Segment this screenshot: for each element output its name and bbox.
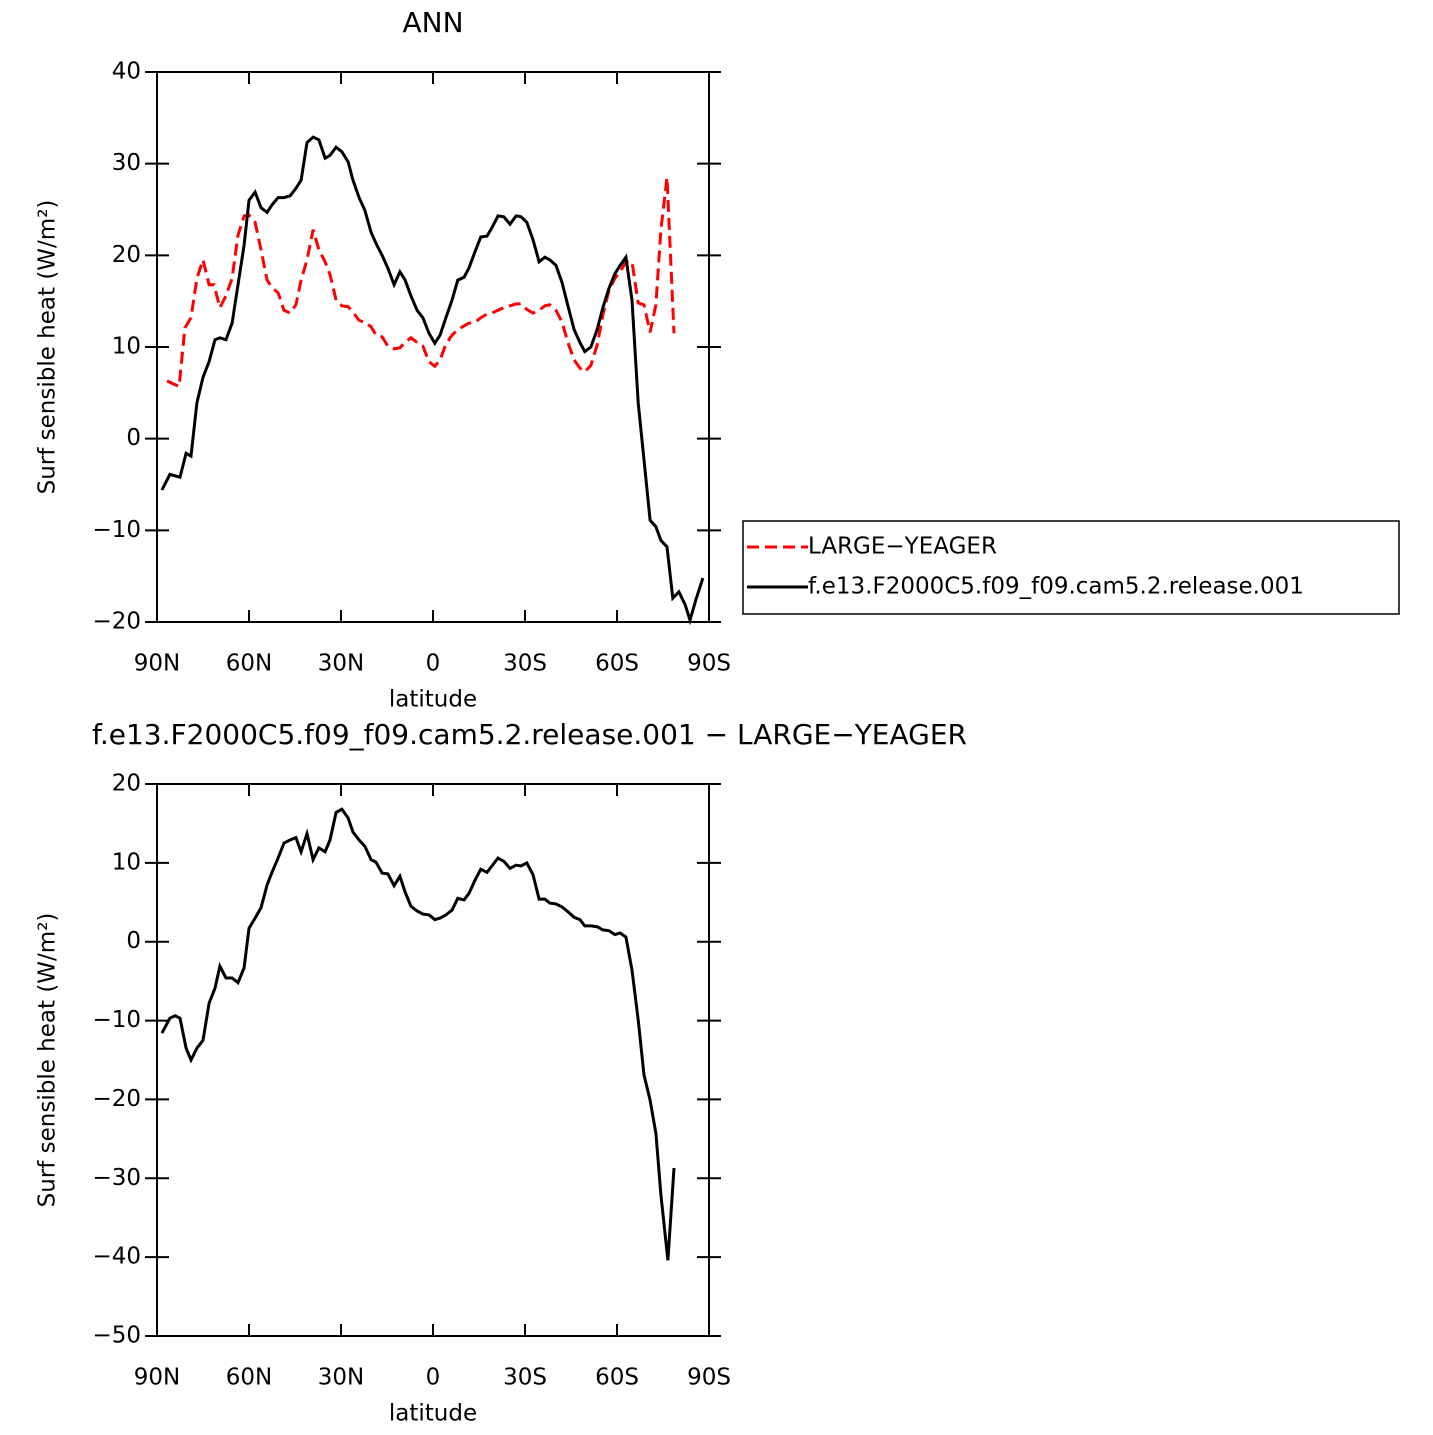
x-tick-label: 60N <box>226 651 272 677</box>
y-tick-label: 10 <box>112 849 141 875</box>
y-axis-label: Surf sensible heat (W/m²) <box>35 913 61 1208</box>
y-tick-label: 20 <box>112 242 141 268</box>
legend-box <box>742 520 1400 615</box>
chart-title: f.e13.F2000C5.f09_f09.cam5.2.release.001… <box>92 718 967 751</box>
x-tick-label: 30S <box>503 651 547 677</box>
chart-title: ANN <box>402 6 463 39</box>
x-tick-label: 30S <box>503 1365 547 1391</box>
x-axis-label: latitude <box>389 1401 477 1427</box>
data-line <box>160 807 676 1261</box>
y-tick-label: 20 <box>112 771 141 797</box>
x-tick-label: 90N <box>134 1365 180 1391</box>
x-tick-label: 60S <box>595 651 639 677</box>
y-axis-label: Surf sensible heat (W/m²) <box>35 200 61 495</box>
data-line <box>160 135 705 626</box>
y-tick-label: −20 <box>92 1086 141 1112</box>
x-tick-label: 90N <box>134 651 180 677</box>
y-tick-label: 30 <box>112 150 141 176</box>
x-tick-label: 90S <box>687 651 731 677</box>
x-tick-label: 30N <box>318 1365 364 1391</box>
x-axis-label: latitude <box>389 687 477 713</box>
x-tick-label: 0 <box>426 651 441 677</box>
legend-label: f.e13.F2000C5.f09_f09.cam5.2.release.001 <box>808 574 1304 600</box>
y-tick-label: −40 <box>92 1244 141 1270</box>
x-tick-label: 30N <box>318 651 364 677</box>
y-tick-label: −10 <box>92 517 141 543</box>
y-tick-label: 10 <box>112 334 141 360</box>
y-tick-label: −10 <box>92 1007 141 1033</box>
y-tick-label: −50 <box>92 1323 141 1349</box>
plot-frame <box>156 783 710 1337</box>
x-tick-label: 60S <box>595 1365 639 1391</box>
x-tick-label: 0 <box>426 1365 441 1391</box>
data-line <box>166 177 676 389</box>
x-tick-label: 90S <box>687 1365 731 1391</box>
y-tick-label: −30 <box>92 1165 141 1191</box>
legend-label: LARGE−YEAGER <box>808 534 997 560</box>
y-tick-label: 0 <box>126 928 141 954</box>
plot-frame <box>156 71 710 623</box>
x-tick-label: 60N <box>226 1365 272 1391</box>
y-tick-label: 0 <box>126 425 141 451</box>
y-tick-label: −20 <box>92 609 141 635</box>
y-tick-label: 40 <box>112 59 141 85</box>
